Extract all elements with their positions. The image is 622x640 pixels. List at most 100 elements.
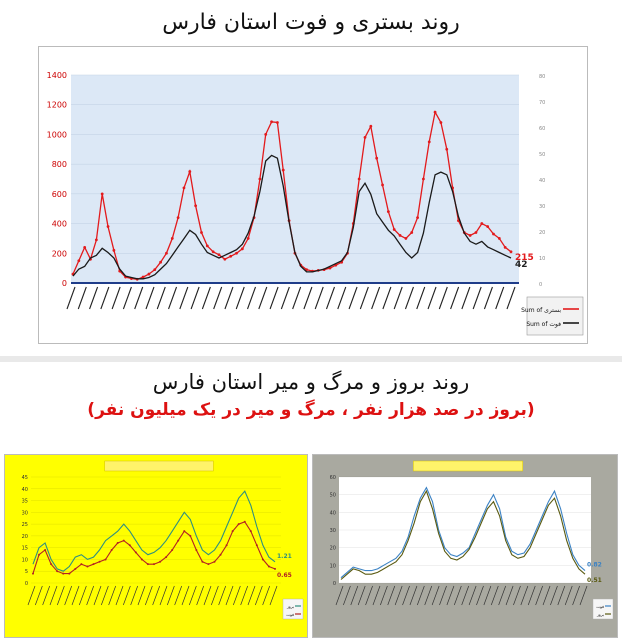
right-x-tick-label — [476, 585, 484, 606]
right-y-tick: 40 — [330, 510, 336, 516]
top-y-right-tick: 60 — [539, 126, 545, 132]
right-x-tick-label — [564, 585, 573, 606]
top-x-tick-label — [235, 286, 245, 310]
left-point — [231, 530, 234, 533]
top-x-tick-label — [201, 286, 211, 310]
top-y-right-tick: 50 — [539, 152, 545, 158]
right-x-tick-label — [380, 585, 388, 606]
right-x-tick-label — [409, 585, 418, 606]
top-y-right-tick: 30 — [539, 204, 545, 210]
left-x-tick-label — [211, 585, 219, 606]
left-x-tick-label — [57, 585, 65, 606]
left-x-tick-label — [152, 585, 160, 606]
top-x-tick-label — [450, 286, 460, 310]
top-end-label-deaths: 42 — [515, 260, 528, 270]
right-x-tick-label — [520, 585, 529, 606]
top-point-hospitalized — [497, 237, 501, 240]
left-x-tick-label — [255, 585, 263, 606]
right-x-tick-label — [424, 585, 433, 606]
top-point-hospitalized — [270, 120, 273, 124]
left-x-tick-label — [79, 585, 87, 606]
top-x-tick-label — [156, 286, 166, 310]
top-end-label-hospitalized: 215 — [515, 253, 534, 263]
top-x-tick-label — [506, 286, 516, 310]
right-plot-area — [339, 477, 591, 583]
left-point — [243, 520, 246, 523]
left-x-tick-label — [49, 585, 58, 606]
top-point-hospitalized — [381, 183, 384, 187]
left-x-tick-label — [108, 585, 116, 606]
top-x-tick-label — [382, 286, 392, 310]
top-x-tick-label — [404, 286, 414, 310]
top-x-tick-label — [393, 286, 403, 310]
top-point-hospitalized — [386, 210, 390, 214]
top-y-left-tick: 1200 — [47, 101, 67, 110]
top-point-hospitalized — [153, 268, 157, 272]
left-point — [267, 565, 270, 568]
top-x-tick-label — [461, 286, 471, 310]
top-x-tick-label — [280, 286, 290, 310]
top-y-right-tick: 80 — [539, 74, 545, 80]
left-y-tick: 5 — [25, 569, 28, 575]
top-x-tick-label — [246, 286, 257, 310]
top-y-left-tick: 800 — [52, 160, 67, 169]
left-point — [98, 560, 101, 563]
left-x-tick-label — [101, 585, 109, 606]
top-point-hospitalized — [398, 234, 402, 237]
left-point — [165, 556, 168, 559]
right-title-banner — [413, 460, 524, 472]
left-x-tick-label — [86, 585, 94, 606]
top-x-tick-label — [325, 286, 336, 310]
left-point — [128, 544, 131, 547]
top-point-hospitalized — [474, 231, 478, 234]
left-point — [38, 553, 41, 556]
top-point-hospitalized — [112, 248, 116, 252]
top-plot-area — [71, 75, 519, 283]
top-point-hospitalized — [492, 232, 495, 236]
top-y-left-tick: 600 — [52, 190, 67, 199]
left-point — [50, 563, 53, 566]
top-x-tick-label — [122, 286, 132, 310]
top-x-tick-label — [348, 286, 358, 310]
top-point-hospitalized — [240, 247, 244, 251]
top-chart: 0 200 400 600 800 1000 1200 1400 0 10 20 30 40 50 60 70… — [38, 46, 588, 344]
top-x-tick-label — [66, 286, 76, 310]
right-x-tick-label — [335, 585, 344, 606]
top-point-hospitalized — [410, 231, 414, 234]
top-point-hospitalized — [200, 231, 203, 234]
top-x-tick-label — [111, 286, 121, 310]
left-x-tick-label — [240, 585, 248, 606]
top-legend-label: Sum of فوت — [526, 321, 561, 328]
left-point — [32, 572, 34, 575]
top-point-hospitalized — [392, 228, 396, 231]
top-x-tick-label — [427, 286, 437, 310]
left-x-tick-label — [181, 585, 190, 606]
top-x-tick-label — [371, 286, 381, 310]
left-x-tick-label — [233, 585, 241, 606]
left-x-tick-label — [27, 585, 36, 606]
top-series-line-deaths — [72, 154, 512, 280]
right-x-tick-label — [527, 585, 536, 606]
left-series-line-0 — [32, 490, 276, 572]
top-point-hospitalized — [264, 133, 268, 136]
top-legend — [526, 296, 584, 336]
top-point-hospitalized — [176, 216, 180, 220]
left-x-tick-label — [137, 585, 146, 606]
top-x-tick-label — [438, 286, 448, 310]
top-point-hospitalized — [445, 147, 449, 151]
top-x-tick-label — [483, 286, 493, 310]
left-point — [189, 534, 192, 537]
left-y-tick: 20 — [22, 534, 28, 540]
top-x-tick-label — [292, 286, 302, 310]
left-point — [201, 560, 204, 563]
top-point-hospitalized — [480, 222, 484, 225]
right-x-tick-label — [343, 585, 351, 606]
left-point — [207, 563, 210, 566]
right-x-tick-label — [490, 585, 499, 606]
bottom-title: روند بروز و مرگ و میر استان فارس — [152, 370, 470, 394]
top-y-right-tick: 40 — [539, 178, 545, 184]
left-point — [92, 563, 95, 566]
right-y-tick: 0 — [333, 581, 336, 587]
left-point — [86, 565, 89, 568]
left-point — [62, 572, 65, 575]
